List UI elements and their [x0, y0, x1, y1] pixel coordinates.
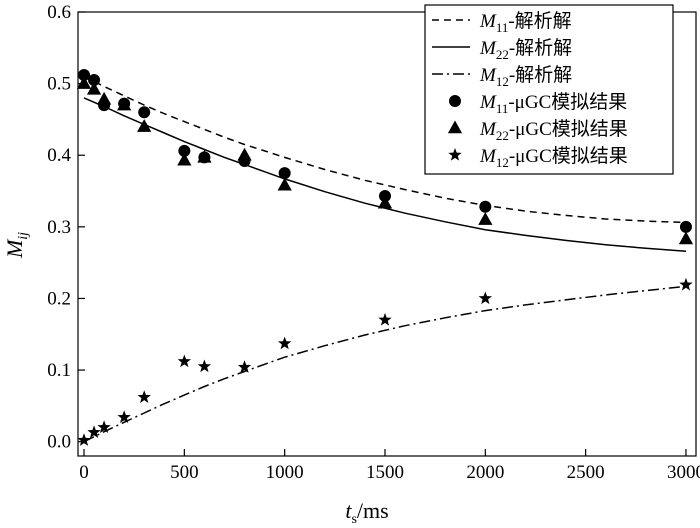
x-tick-label: 500: [170, 462, 199, 483]
point-m22: [177, 152, 192, 166]
point-m22: [478, 212, 493, 225]
x-axis-label-sub: s: [351, 512, 356, 527]
x-axis-label-main: t: [345, 498, 352, 523]
legend-label: M22-解析解: [479, 37, 572, 62]
legend-marker-circle: [449, 95, 461, 107]
x-tick-label: 1000: [266, 462, 304, 483]
point-m12: [237, 360, 252, 373]
legend-label: M12-解析解: [479, 64, 572, 89]
x-axis-label: ts/ms: [345, 498, 388, 527]
curve-m12: [83, 285, 687, 443]
point-m22: [137, 119, 152, 132]
y-axis-label: Mij: [2, 232, 31, 259]
point-m12: [278, 336, 292, 350]
legend-box: [424, 4, 674, 175]
point-m12: [77, 433, 91, 446]
y-tick-label: 0.3: [47, 217, 71, 238]
legend: M11-解析解M22-解析解M12-解析解M11-μGC模拟结果M22-μGC模…: [424, 4, 674, 175]
point-m11: [679, 220, 692, 233]
point-m11: [88, 74, 101, 87]
legend-label: M22-μGC模拟结果: [479, 118, 628, 143]
point-m22: [237, 147, 252, 161]
point-m11: [138, 106, 151, 119]
point-m11: [479, 200, 492, 213]
x-axis-label-suffix: /ms: [357, 498, 389, 523]
point-m12: [87, 425, 101, 439]
y-tick-label: 0.6: [47, 2, 71, 23]
point-m11: [278, 167, 291, 180]
legend-marker-star: [448, 148, 462, 161]
legend-label: M11-解析解: [479, 10, 572, 35]
point-m22: [86, 81, 102, 95]
point-m12: [137, 390, 151, 403]
point-m22: [96, 91, 112, 105]
y-tick-label: 0.5: [47, 74, 71, 95]
point-m12: [679, 277, 693, 291]
y-axis-label-main: M: [2, 238, 27, 259]
legend-label: M11-μGC模拟结果: [479, 91, 627, 116]
point-m22: [76, 76, 92, 89]
point-m22: [277, 177, 292, 191]
points-layer: [76, 69, 694, 446]
x-tick-label: 1500: [366, 462, 404, 483]
legend-label: M12-μGC模拟结果: [479, 145, 628, 170]
point-m12: [378, 312, 392, 326]
point-m22: [197, 149, 212, 163]
point-m11: [178, 144, 191, 157]
plot-frame: [77, 11, 697, 457]
point-m22: [678, 231, 694, 245]
x-tick-label: 0: [79, 462, 89, 483]
curve-m11: [83, 75, 687, 224]
y-axis-label-sub: ij: [16, 232, 31, 240]
legend-marker-triangle: [447, 120, 463, 134]
y-tick-label: 0.2: [47, 288, 71, 309]
point-m12: [97, 420, 111, 434]
point-m22: [377, 195, 393, 209]
y-tick-label: 0.1: [47, 360, 71, 381]
y-tick-label: 0.0: [47, 432, 71, 453]
x-tick-label: 2000: [466, 462, 504, 483]
point-m22: [117, 97, 132, 111]
point-m12: [177, 354, 191, 368]
point-m12: [478, 291, 492, 305]
x-tick-label: 2500: [567, 462, 605, 483]
point-m12: [117, 410, 131, 423]
point-m11: [78, 69, 91, 82]
point-m12: [197, 359, 212, 373]
y-tick-label: 0.4: [47, 145, 71, 166]
